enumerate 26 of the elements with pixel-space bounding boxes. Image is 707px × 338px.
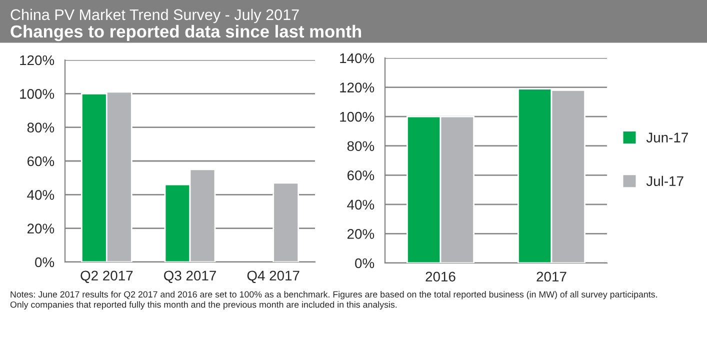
- y-tick-label: 80%: [27, 122, 54, 133]
- y-tick-label: 60%: [27, 156, 54, 166]
- y-tick-label: 120%: [20, 55, 54, 66]
- text: Notes: June 2017 results for Q2 2017 and 2016 are set to 100% as a benchmark. Figures are based on the total reported business (in MW) of all survey participants. Only companies that reported fully this month and the previous month are included in this analysis.: [10, 291, 657, 310]
- legend-label: Jul-17: [646, 176, 684, 186]
- chart-title: China PV Market Trend Survey - July 2017: [10, 8, 299, 24]
- bar: [272, 182, 300, 262]
- y-tick-label: 40%: [27, 190, 54, 200]
- y-tick-label: 140%: [340, 53, 374, 64]
- y-tick-label: 100%: [20, 89, 54, 99]
- y-tick-label: 20%: [27, 224, 54, 234]
- x-tick-label: 2016: [426, 272, 456, 282]
- y-tick-label: 120%: [340, 82, 374, 92]
- chart-subtitle: Changes to reported data since last month: [10, 24, 362, 42]
- x-tick-label: Q4 2017: [247, 270, 300, 284]
- y-tick-label: 40%: [347, 200, 374, 210]
- x-tick-label: Q3 2017: [164, 270, 216, 284]
- y-tick-label: 0%: [35, 257, 54, 268]
- y-tick-label: 0%: [355, 258, 374, 268]
- x-tick-label: Q2 2017: [80, 270, 133, 284]
- y-tick-label: 20%: [347, 229, 374, 239]
- legend-label: Jun-17: [646, 132, 688, 142]
- y-tick-label: 100%: [340, 112, 374, 122]
- y-tick-label: 80%: [347, 141, 374, 152]
- y-tick-label: 60%: [347, 170, 374, 180]
- x-tick-label: 2017: [536, 272, 566, 282]
